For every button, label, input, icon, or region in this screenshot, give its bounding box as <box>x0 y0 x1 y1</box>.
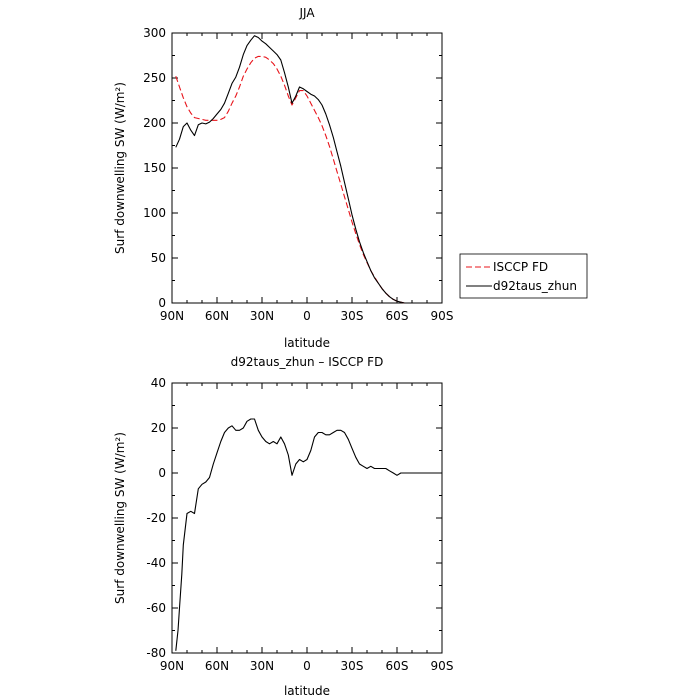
top-y-tick-label-0: 0 <box>158 296 166 310</box>
bottom-y-tick-label-40: 40 <box>151 376 166 390</box>
top-x-tick-label-90s: 90S <box>431 309 454 323</box>
top-y-tick-label-100: 100 <box>143 206 166 220</box>
legend: ISCCP FD d92taus_zhun <box>459 253 588 299</box>
bottom-x-tick-label-0: 0 <box>303 659 311 673</box>
bottom-x-tick-label-90s: 90S <box>431 659 454 673</box>
bottom-y-tick-label-80: -80 <box>146 646 166 660</box>
bottom-series-line-diff-0 <box>175 418 439 651</box>
bottom-x-tick-label-60s: 60S <box>386 659 409 673</box>
top-panel: JJA 90N 60N 30N 0 30S 60S 90S 0 50 100 150 200 250 30… <box>113 6 588 350</box>
top-plot-frame <box>171 32 443 304</box>
top-series-line-isccp-fd <box>175 55 435 304</box>
top-x-axis-label: latitude <box>284 336 330 350</box>
bottom-y-tick-label-40: -40 <box>146 556 166 570</box>
bottom-y-axis-label: Surf downwelling SW (W/m²) <box>113 432 127 604</box>
top-y-tick-label-300: 300 <box>143 26 166 40</box>
top-y-axis-label: Surf downwelling SW (W/m²) <box>113 82 127 254</box>
bottom-axis-ticks: 90N 60N 30N 0 30S 60S 90S -80 -60 -40 -20 0 20 40 <box>146 376 453 673</box>
legend-label-d92taus-zhun: d92taus_zhun <box>493 279 577 293</box>
bottom-x-tick-label-30s: 30S <box>341 659 364 673</box>
bottom-x-tick-label-30n: 30N <box>250 659 274 673</box>
legend-box <box>459 253 588 299</box>
bottom-y-tick-label-20: 20 <box>151 421 166 435</box>
top-axis-ticks: 90N 60N 30N 0 30S 60S 90S 0 50 100 150 200 250 300 <box>143 26 453 323</box>
top-series-lines <box>175 35 435 304</box>
top-x-tick-label-0: 0 <box>303 309 311 323</box>
bottom-chart-title: d92taus_zhun – ISCCP FD <box>231 355 384 369</box>
top-chart-title: JJA <box>298 6 315 20</box>
bottom-plot-frame <box>171 382 443 654</box>
bottom-x-tick-label-90n: 90N <box>160 659 184 673</box>
top-y-tick-label-150: 150 <box>143 161 166 175</box>
top-x-tick-label-30s: 30S <box>341 309 364 323</box>
top-x-tick-label-60s: 60S <box>386 309 409 323</box>
bottom-y-tick-label-0: 0 <box>158 466 166 480</box>
top-y-tick-label-50: 50 <box>151 251 166 265</box>
bottom-y-tick-label-60: -60 <box>146 601 166 615</box>
top-series-line-d92taus-zhun <box>175 35 435 304</box>
bottom-x-tick-label-60n: 60N <box>205 659 229 673</box>
bottom-x-axis-label: latitude <box>284 684 330 698</box>
top-y-tick-label-250: 250 <box>143 71 166 85</box>
bottom-panel: d92taus_zhun – ISCCP FD 90N 60N 30N 0 30S 60S… <box>113 355 453 698</box>
bottom-y-tick-label-20: -20 <box>146 511 166 525</box>
top-x-tick-label-60n: 60N <box>205 309 229 323</box>
legend-label-isccp-fd: ISCCP FD <box>493 260 548 274</box>
top-x-tick-label-90n: 90N <box>160 309 184 323</box>
bottom-series-lines <box>175 418 439 651</box>
top-y-tick-label-200: 200 <box>143 116 166 130</box>
top-x-tick-label-30n: 30N <box>250 309 274 323</box>
